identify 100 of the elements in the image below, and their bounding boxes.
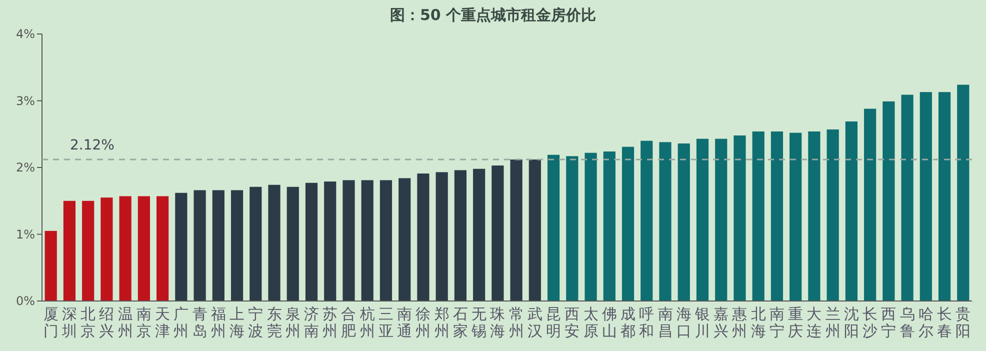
x-tick-label: 石家 [452,305,468,340]
bar [156,196,169,301]
x-tick-label: 北海 [750,305,766,340]
bar [734,135,746,301]
bar [920,92,932,301]
bar [305,182,318,301]
bar [845,121,858,301]
x-tick-label: 西宁 [881,305,896,340]
bar [250,186,262,301]
x-tick-label: 昆明 [546,305,562,340]
bar [808,131,820,301]
x-tick-label: 惠州 [731,305,748,340]
bar [882,101,895,301]
x-tick-label: 长沙 [862,305,878,340]
x-tick-label: 天津 [155,305,170,340]
x-tick-label: 兰州 [825,305,840,340]
bar [492,165,504,301]
x-tick-label: 苏州 [322,305,338,340]
x-tick-label: 武汉 [527,305,542,340]
bar [901,94,914,301]
bar [957,84,970,301]
y-tick-label: 0% [16,294,35,308]
bar [398,178,411,301]
bar [417,174,430,301]
x-tick-label: 北京 [80,305,96,340]
x-tick-label: 银川 [694,305,710,340]
x-tick-label: 珠海 [490,305,506,340]
bar [194,190,206,301]
x-tick-label: 郑州 [434,305,450,340]
bar [752,131,764,301]
bar [938,92,951,301]
bar [212,190,224,301]
x-tick-label: 嘉兴 [714,305,729,340]
x-tick-label: 温州 [118,305,133,340]
x-tick-label: 深圳 [60,305,77,340]
x-tick-label: 东莞 [266,305,282,340]
x-tick-label: 太原 [583,305,598,340]
x-tick-label: 南京 [136,305,152,340]
bar [566,156,578,301]
bar [622,146,634,301]
x-tick-label: 三亚 [378,305,394,340]
bar [436,172,448,301]
x-tick-label: 呼和 [639,305,654,340]
bar [286,186,299,301]
bar [138,196,150,301]
x-tick-label: 泉州 [285,305,300,340]
bar [63,200,76,301]
x-tick-label: 厦门 [43,305,58,340]
bar [342,180,355,301]
bar [790,132,802,301]
x-tick-label: 长春 [937,305,952,340]
bar [715,138,728,301]
x-tick-label: 广州 [174,305,189,340]
bar [584,152,597,301]
bar [659,142,672,301]
bar [603,151,616,301]
x-tick-label: 青岛 [192,305,208,340]
x-tick-label: 乌鲁 [900,305,915,340]
bar [82,200,94,301]
bar [547,154,560,301]
ref-line-label: 2.12% [70,137,114,154]
x-tick-label: 南宁 [769,305,784,340]
bar [770,131,784,301]
x-tick-label: 无锡 [470,305,487,340]
x-tick-label: 海口 [676,305,692,340]
x-tick-label: 杭州 [358,305,375,340]
x-tick-label: 成都 [620,305,636,340]
bar [678,143,690,301]
x-tick-label: 合肥 [341,305,356,340]
bar [454,170,467,301]
bar [324,182,336,301]
x-tick-label: 徐州 [416,305,431,340]
bar [510,159,522,301]
x-tick-label: 上海 [230,305,245,340]
y-tick-label: 4% [16,27,35,42]
bar [119,196,132,301]
bar [528,159,541,301]
y-tick-label: 3% [16,94,35,108]
x-tick-label: 西安 [564,305,580,340]
x-tick-label: 宁波 [248,305,264,340]
y-tick-label: 1% [16,227,35,242]
bar [44,230,57,301]
bar [100,198,113,301]
chart-title: 图：50 个重点城市租金房价比 [390,6,596,24]
x-tick-label: 南通 [397,305,412,340]
x-tick-label: 哈尔 [918,305,934,340]
bar [361,180,374,301]
bar [268,184,280,301]
x-tick-label: 重庆 [788,305,804,340]
x-tick-label: 福州 [210,305,226,340]
y-tick-label: 2% [16,160,35,175]
bar [826,129,839,301]
x-tick-label: 沈阳 [844,305,859,340]
x-tick-label: 贵阳 [956,305,971,340]
x-tick-label: 南昌 [658,305,673,340]
x-tick-label: 济南 [304,305,320,340]
bar [640,140,653,301]
x-tick-label: 绍兴 [99,305,114,340]
bar [380,180,392,301]
bar [230,190,244,301]
